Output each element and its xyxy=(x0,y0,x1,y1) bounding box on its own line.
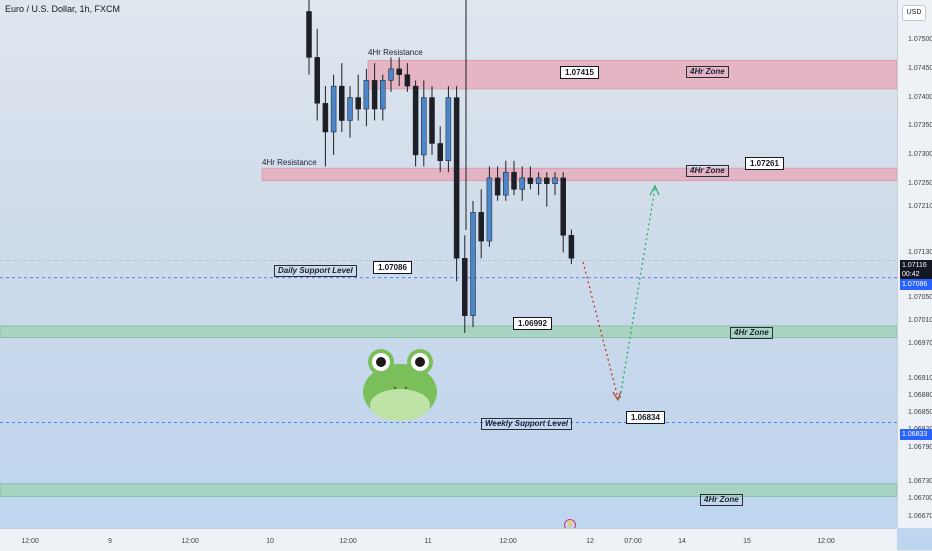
zone-rect-3 xyxy=(0,483,897,497)
candle-body-18 xyxy=(453,97,460,259)
candle-body-4 xyxy=(339,85,345,121)
time-tick-label: 9 xyxy=(108,538,112,545)
projection-up-arrow xyxy=(619,187,656,399)
zone-label-4hr-bottom: 4Hr Zone xyxy=(700,494,743,506)
chart-canvas[interactable] xyxy=(0,0,897,528)
zones-layer xyxy=(0,59,897,497)
resistance-label-upper: 4Hr Resistance xyxy=(368,48,423,57)
candle-body-6 xyxy=(355,97,361,110)
currency-button[interactable]: USD xyxy=(902,5,926,21)
time-tick-label: 12:00 xyxy=(339,538,357,545)
projection-up-arrowhead xyxy=(649,184,660,196)
candle-body-27 xyxy=(527,177,534,184)
price-tick-label: 1.07500 xyxy=(908,36,932,44)
price-tick-label: 1.06700 xyxy=(908,495,932,503)
price-tick-label: 1.07210 xyxy=(908,202,932,210)
candle-body-29 xyxy=(544,177,550,184)
callout-1-06834: 1.06834 xyxy=(626,411,665,424)
price-tick-label: 1.06850 xyxy=(908,409,932,417)
projection-down-arrowhead xyxy=(612,390,622,402)
price-tick-label: 1.06910 xyxy=(908,374,932,382)
candle-body-32 xyxy=(568,235,575,259)
countdown: 00:42 xyxy=(902,271,920,278)
projection-layer xyxy=(582,184,660,402)
price-tick-label: 1.07300 xyxy=(908,150,932,158)
candle-body-5 xyxy=(347,97,353,121)
candle-body-9 xyxy=(380,80,386,110)
weekly-support-price-tag: 1.06833 xyxy=(900,429,932,440)
zone-label-4hr-support: 4Hr Zone xyxy=(730,327,773,339)
time-tick-label: 10 xyxy=(266,538,274,545)
callout-1-07261: 1.07261 xyxy=(745,157,784,170)
price-tick-label: 1.07010 xyxy=(908,317,932,325)
time-tick-label: 12:00 xyxy=(817,538,835,545)
time-tick-label: 12 xyxy=(586,538,594,545)
candle-body-31 xyxy=(560,177,566,236)
candle-body-17 xyxy=(445,97,452,161)
candle-body-22 xyxy=(486,177,493,242)
zone-rect-1 xyxy=(261,167,897,182)
price-tick-label: 1.07130 xyxy=(908,248,932,256)
candle-body-8 xyxy=(371,80,378,110)
levels-layer xyxy=(0,260,897,423)
callout-1-06992: 1.06992 xyxy=(513,317,552,330)
time-tick-label: 15 xyxy=(743,538,751,545)
price-tick-label: 1.06730 xyxy=(908,478,932,486)
candle-body-30 xyxy=(552,177,558,184)
time-tick-label: 07:00 xyxy=(624,538,642,545)
candle-body-25 xyxy=(511,171,517,190)
candle-body-15 xyxy=(429,97,435,144)
candle-body-7 xyxy=(363,80,370,110)
weekly-support-label: Weekly Support Level xyxy=(481,418,572,430)
callout-1-07086: 1.07086 xyxy=(373,261,412,274)
candle-body-0 xyxy=(306,11,312,58)
candle-body-3 xyxy=(330,85,337,133)
candle-body-10 xyxy=(388,68,394,81)
time-tick-label: 12:00 xyxy=(499,538,517,545)
price-tick-label: 1.06970 xyxy=(908,340,932,348)
time-tick-label: 12:00 xyxy=(181,538,199,545)
zone-label-4hr-mid: 4Hr Zone xyxy=(686,165,729,177)
candle-body-12 xyxy=(404,74,411,87)
symbol-title: Euro / U.S. Dollar, 1h, FXCM xyxy=(5,4,121,14)
time-tick-label: 11 xyxy=(424,538,432,545)
candle-body-11 xyxy=(396,68,402,75)
price-tick-label: 1.07250 xyxy=(908,179,932,187)
zone-label-4hr-top: 4Hr Zone xyxy=(686,66,729,78)
projection-down-arrow xyxy=(582,261,619,399)
candle-body-13 xyxy=(412,85,419,156)
daily-support-price-tag: 1.07086 xyxy=(900,279,932,290)
candle-body-16 xyxy=(437,143,443,161)
current-price: 1.07116 xyxy=(902,262,927,269)
price-tick-label: 1.06790 xyxy=(908,443,932,451)
candle-body-21 xyxy=(478,212,484,242)
resistance-label-lower: 4Hr Resistance xyxy=(262,158,317,167)
candle-body-19 xyxy=(462,258,468,316)
zone-rect-2 xyxy=(0,325,897,338)
time-axis[interactable]: 12:00 9 12:00 10 12:00 11 12:00 12 07:00 14 15 12:0… xyxy=(0,528,897,551)
price-tick-label: 1.07350 xyxy=(908,122,932,130)
candle-body-24 xyxy=(503,171,509,196)
daily-support-label: Daily Support Level xyxy=(274,265,357,277)
current-price-tag: 1.07116 00:42 xyxy=(900,260,932,280)
candle-body-1 xyxy=(314,57,320,104)
zone-rect-0 xyxy=(367,59,897,90)
price-tick-label: 1.07050 xyxy=(908,294,932,302)
candle-body-2 xyxy=(322,103,329,133)
callout-1-07415: 1.07415 xyxy=(560,66,599,79)
candle-body-28 xyxy=(535,177,542,184)
chart-area[interactable]: Euro / U.S. Dollar, 1h, FXCM 4Hr Zone 4H… xyxy=(0,0,897,531)
price-tick-label: 1.07450 xyxy=(908,64,932,72)
time-tick-label: 14 xyxy=(678,538,686,545)
candle-body-20 xyxy=(470,212,476,316)
candle-body-26 xyxy=(519,177,525,190)
candle-body-23 xyxy=(494,177,501,196)
price-tick-label: 1.07400 xyxy=(908,93,932,101)
candle-body-14 xyxy=(421,97,427,156)
frog-icon xyxy=(363,349,437,421)
time-tick-label: 12:00 xyxy=(21,538,39,545)
price-tick-label: 1.06670 xyxy=(908,512,932,520)
candles-layer xyxy=(306,0,575,333)
price-tick-label: 1.06880 xyxy=(908,392,932,399)
